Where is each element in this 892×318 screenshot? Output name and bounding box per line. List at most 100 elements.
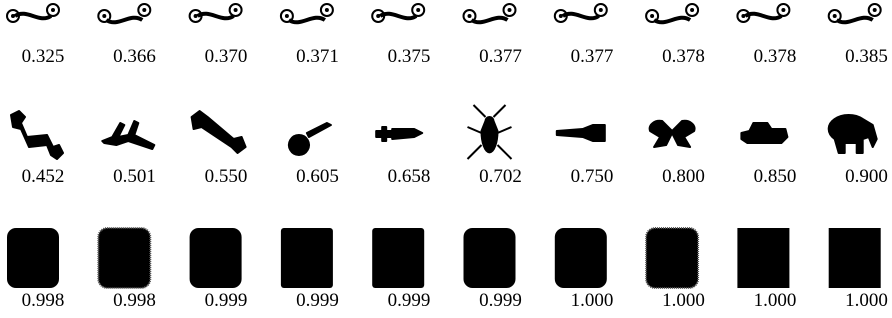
spiral-core bbox=[741, 14, 745, 18]
shape-icon bbox=[646, 4, 698, 22]
score-label: 0.378 bbox=[662, 46, 705, 67]
score-label: 0.366 bbox=[113, 46, 156, 67]
curve bbox=[472, 18, 508, 23]
spiral-core bbox=[285, 14, 289, 18]
square bbox=[372, 228, 424, 288]
curve bbox=[654, 18, 690, 23]
figure: 0.325 0.366 0.370 0.371 0.375 0.377 0.377 0.378… bbox=[0, 0, 892, 318]
square bbox=[7, 228, 59, 288]
spiral-core bbox=[234, 8, 238, 12]
shape-icon bbox=[372, 228, 424, 288]
square bbox=[646, 228, 698, 288]
shape-icon bbox=[829, 228, 881, 288]
score-label: 0.750 bbox=[571, 166, 614, 187]
score-label: 0.999 bbox=[388, 290, 431, 311]
score-label: 0.550 bbox=[205, 166, 248, 187]
silhouette bbox=[650, 121, 695, 147]
score-label: 0.375 bbox=[388, 46, 431, 67]
shape-icon bbox=[737, 228, 789, 288]
score-label: 0.370 bbox=[205, 46, 248, 67]
curve bbox=[15, 14, 51, 19]
shape-icon bbox=[468, 105, 512, 159]
score-label: 0.325 bbox=[22, 46, 65, 67]
score-label: 0.377 bbox=[571, 46, 614, 67]
shape-icon bbox=[555, 4, 607, 22]
score-label: 0.998 bbox=[22, 290, 65, 311]
score-label: 0.999 bbox=[479, 290, 522, 311]
score-label: 0.999 bbox=[205, 290, 248, 311]
shape-icon bbox=[281, 228, 333, 288]
spiral-core bbox=[599, 8, 603, 12]
shape-icon bbox=[650, 121, 695, 147]
square bbox=[829, 228, 881, 288]
score-label: 0.385 bbox=[845, 46, 888, 67]
curve bbox=[837, 18, 873, 23]
spiral-core bbox=[559, 14, 563, 18]
curve bbox=[198, 14, 234, 19]
silhouette bbox=[102, 121, 154, 149]
shape-icon bbox=[289, 123, 331, 155]
shape-icon bbox=[829, 4, 881, 22]
shape-icon bbox=[557, 125, 605, 141]
silhouette bbox=[468, 105, 512, 159]
shape-icon bbox=[741, 123, 787, 143]
shape-icon bbox=[98, 228, 150, 288]
shape-icon bbox=[376, 127, 422, 141]
spiral-core bbox=[194, 14, 198, 18]
shape-icon bbox=[190, 4, 242, 22]
spiral-core bbox=[11, 14, 15, 18]
score-label: 0.377 bbox=[479, 46, 522, 67]
shape-icon bbox=[102, 121, 154, 149]
shape-icon bbox=[98, 4, 150, 22]
spiral-core bbox=[102, 14, 106, 18]
score-label: 1.000 bbox=[571, 290, 614, 311]
shape-icon bbox=[11, 111, 63, 159]
shape-icon bbox=[646, 228, 698, 288]
score-label: 0.850 bbox=[754, 166, 797, 187]
spiral-core bbox=[508, 8, 512, 12]
shape-icon bbox=[7, 4, 59, 22]
spiral-core bbox=[873, 8, 877, 12]
spiral-core bbox=[416, 8, 420, 12]
spiral-core bbox=[325, 8, 329, 12]
score-label: 0.605 bbox=[296, 166, 339, 187]
spiral-core bbox=[833, 14, 837, 18]
shape-icon bbox=[7, 228, 59, 288]
silhouette bbox=[376, 127, 422, 141]
spiral-core bbox=[650, 14, 654, 18]
score-label: 0.371 bbox=[296, 46, 339, 67]
score-label: 0.452 bbox=[22, 166, 65, 187]
score-label: 1.000 bbox=[845, 290, 888, 311]
curve bbox=[563, 14, 599, 19]
silhouette bbox=[289, 123, 331, 155]
shape-icon bbox=[464, 228, 516, 288]
curve bbox=[289, 18, 325, 23]
score-label: 0.998 bbox=[113, 290, 156, 311]
score-label: 0.658 bbox=[388, 166, 431, 187]
shape-icon bbox=[281, 4, 333, 22]
score-label: 0.378 bbox=[754, 46, 797, 67]
spiral-core bbox=[781, 8, 785, 12]
spiral-core bbox=[376, 14, 380, 18]
silhouette bbox=[11, 111, 63, 159]
curve bbox=[380, 14, 416, 19]
square bbox=[737, 228, 789, 288]
shape-icon bbox=[190, 228, 242, 288]
curve bbox=[745, 14, 781, 19]
curve bbox=[106, 18, 142, 23]
square bbox=[190, 228, 242, 288]
score-label: 1.000 bbox=[754, 290, 797, 311]
silhouette bbox=[192, 111, 246, 153]
square bbox=[98, 228, 150, 288]
score-label: 0.999 bbox=[296, 290, 339, 311]
spiral-core bbox=[468, 14, 472, 18]
shape-icon bbox=[464, 4, 516, 22]
shape-icon bbox=[372, 4, 424, 22]
shape-icon bbox=[555, 228, 607, 288]
shape-icon bbox=[829, 115, 877, 153]
silhouette bbox=[557, 125, 605, 141]
square bbox=[555, 228, 607, 288]
score-label: 0.702 bbox=[479, 166, 522, 187]
score-label: 0.800 bbox=[662, 166, 705, 187]
spiral-core bbox=[51, 8, 55, 12]
